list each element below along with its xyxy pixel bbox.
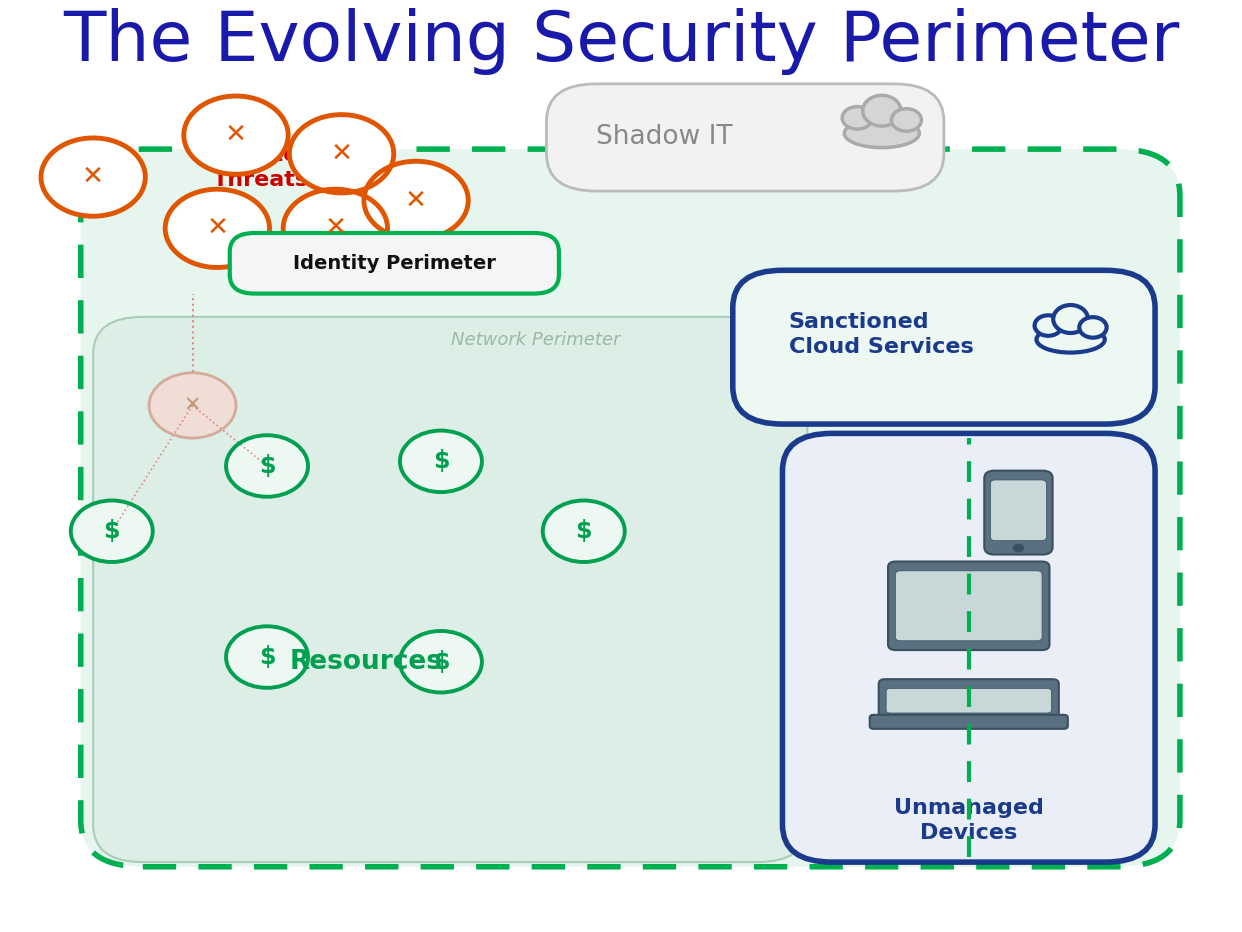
FancyBboxPatch shape xyxy=(991,480,1047,541)
Circle shape xyxy=(543,500,625,562)
Ellipse shape xyxy=(1035,315,1062,336)
Ellipse shape xyxy=(1053,305,1088,333)
Circle shape xyxy=(71,500,153,562)
Circle shape xyxy=(226,435,308,497)
FancyBboxPatch shape xyxy=(895,570,1042,641)
Circle shape xyxy=(1013,544,1023,552)
Circle shape xyxy=(149,373,236,438)
FancyBboxPatch shape xyxy=(888,561,1049,651)
FancyBboxPatch shape xyxy=(81,149,1180,867)
Text: Resources: Resources xyxy=(289,649,443,675)
Ellipse shape xyxy=(1036,326,1105,352)
Circle shape xyxy=(41,138,145,216)
FancyBboxPatch shape xyxy=(93,317,807,862)
Text: $: $ xyxy=(432,449,450,473)
Text: ✕: ✕ xyxy=(324,215,347,241)
Ellipse shape xyxy=(842,106,872,130)
Circle shape xyxy=(226,626,308,688)
Ellipse shape xyxy=(863,95,900,126)
Circle shape xyxy=(283,189,388,267)
Text: $: $ xyxy=(258,454,276,478)
Text: ✕: ✕ xyxy=(82,164,104,190)
Text: $: $ xyxy=(103,519,120,543)
Circle shape xyxy=(184,96,288,174)
Text: $: $ xyxy=(258,645,276,669)
Text: ✕: ✕ xyxy=(405,187,427,213)
FancyBboxPatch shape xyxy=(733,270,1155,424)
Text: ✕: ✕ xyxy=(206,215,229,241)
Ellipse shape xyxy=(845,119,919,147)
Text: ✕: ✕ xyxy=(184,395,201,416)
Text: Network Perimeter: Network Perimeter xyxy=(451,331,621,349)
Circle shape xyxy=(364,161,468,240)
Text: Persistent
Threats: Persistent Threats xyxy=(196,145,325,190)
Text: Sanctioned
Cloud Services: Sanctioned Cloud Services xyxy=(789,312,974,357)
Circle shape xyxy=(165,189,270,267)
Text: $: $ xyxy=(432,650,450,674)
Text: The Evolving Security Perimeter: The Evolving Security Perimeter xyxy=(63,8,1179,75)
Text: Identity Perimeter: Identity Perimeter xyxy=(293,254,496,273)
Text: $: $ xyxy=(575,519,592,543)
FancyBboxPatch shape xyxy=(230,233,559,294)
FancyBboxPatch shape xyxy=(887,689,1051,713)
Circle shape xyxy=(400,631,482,692)
Text: ✕: ✕ xyxy=(225,122,247,148)
Ellipse shape xyxy=(892,109,922,131)
Circle shape xyxy=(400,431,482,492)
Text: Unmanaged
Devices: Unmanaged Devices xyxy=(894,798,1043,843)
FancyBboxPatch shape xyxy=(985,471,1053,555)
Circle shape xyxy=(289,115,394,193)
FancyBboxPatch shape xyxy=(546,84,944,191)
FancyBboxPatch shape xyxy=(879,679,1058,718)
FancyBboxPatch shape xyxy=(869,715,1068,729)
Text: Shadow IT: Shadow IT xyxy=(596,125,733,150)
FancyBboxPatch shape xyxy=(782,433,1155,862)
Ellipse shape xyxy=(1079,317,1107,337)
Text: ✕: ✕ xyxy=(330,141,353,167)
